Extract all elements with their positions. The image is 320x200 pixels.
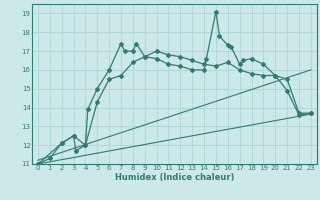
- X-axis label: Humidex (Indice chaleur): Humidex (Indice chaleur): [115, 173, 234, 182]
